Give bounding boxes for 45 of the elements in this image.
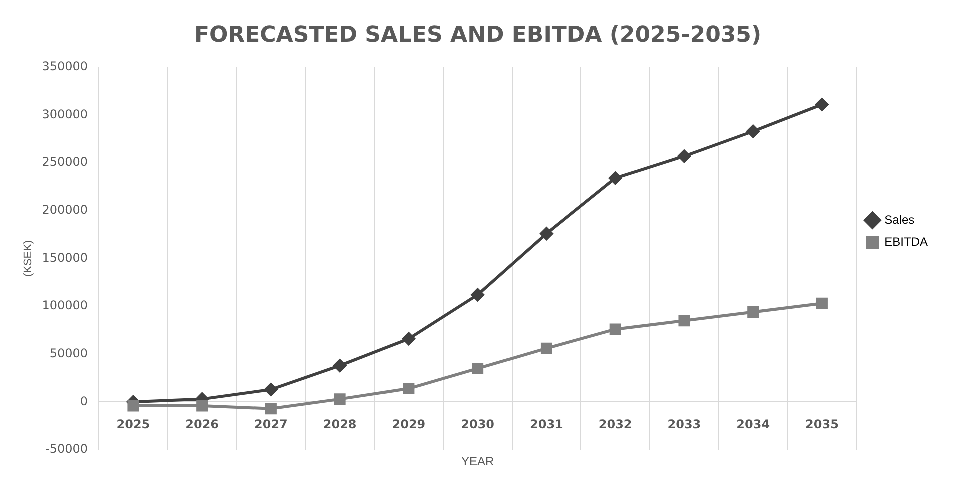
chart-title: FORECASTED SALES AND EBITDA (2025-2035) <box>194 22 762 48</box>
point <box>403 383 415 395</box>
point <box>128 400 140 412</box>
x-tick-label: 2035 <box>806 418 839 432</box>
x-tick-label: 2029 <box>392 418 426 432</box>
y-axis-title: (KSEK) <box>22 240 35 278</box>
point <box>610 324 622 336</box>
point <box>678 150 691 163</box>
y-tick-label: 350000 <box>42 60 88 74</box>
x-tick-label: 2025 <box>116 418 150 432</box>
x-tick-label: 2031 <box>530 418 564 432</box>
point <box>540 342 552 354</box>
point <box>472 362 484 374</box>
point <box>609 172 622 185</box>
x-axis-title: YEAR <box>461 454 494 468</box>
x-tick-label: 2026 <box>186 418 220 432</box>
x-tick-label: 2027 <box>254 418 288 432</box>
point <box>265 403 277 415</box>
point <box>748 306 760 318</box>
y-tick-label: 150000 <box>42 250 88 265</box>
point <box>746 124 760 138</box>
legend-label: Sales <box>884 212 915 227</box>
point <box>334 394 346 406</box>
point <box>540 227 554 240</box>
point <box>334 359 347 372</box>
y-tick-label: 200000 <box>42 203 88 217</box>
x-tick-label: 2033 <box>668 418 702 432</box>
y-tick-label: 0 <box>80 394 88 408</box>
point <box>678 315 690 327</box>
y-tick-label: 100000 <box>42 298 88 313</box>
x-tick-label: 2030 <box>461 418 495 432</box>
point <box>196 400 208 412</box>
point <box>471 288 484 302</box>
point <box>816 298 828 310</box>
x-tick-label: 2034 <box>736 418 770 432</box>
legend-label: EBITDA <box>884 234 928 249</box>
point <box>402 332 416 346</box>
x-tick-label: 2032 <box>598 418 632 432</box>
point <box>264 383 278 396</box>
y-tick-label: -50000 <box>45 442 88 456</box>
point <box>816 98 829 112</box>
y-tick-label: 300000 <box>42 107 88 122</box>
y-tick-label: 250000 <box>42 155 88 170</box>
y-tick-label: 50000 <box>50 346 88 360</box>
x-tick-label: 2028 <box>323 418 357 432</box>
